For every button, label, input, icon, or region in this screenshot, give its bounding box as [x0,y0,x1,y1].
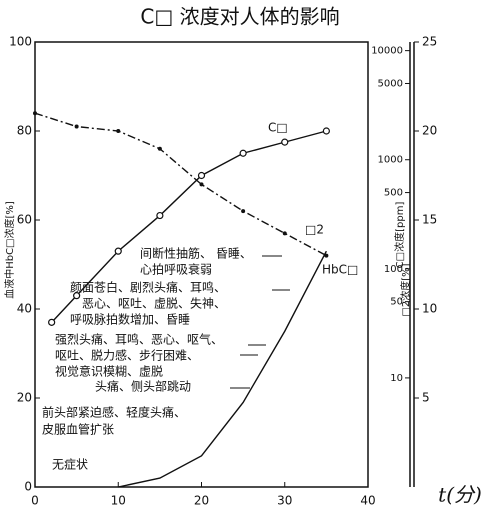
point [73,292,81,300]
point [322,127,330,135]
point [33,111,37,116]
annotation: 皮服血管扩张 [42,422,114,437]
y-tick-label: 0 [24,480,32,494]
series-line [118,250,327,488]
y2-tick-label: 5 [422,391,430,405]
y3-tick-label: 5000 [378,78,403,89]
y-axis-label: 血液中HbC□浓度[%] [3,201,16,299]
annotation: 强烈头痛、耳鸣、恶心、呕气、 [55,332,223,347]
annotation: 前头部紧迫感、轻度头痛、 [42,405,186,420]
series-label: C□ [268,121,288,135]
y-tick-label: 40 [17,302,32,316]
point [282,231,287,236]
point [199,182,204,187]
x-tick-label: 30 [277,494,292,508]
series-label: HbC□ [322,263,358,277]
y-tick-label: 20 [17,391,32,405]
y3-tick-label: 10 [390,373,403,384]
point [239,149,247,157]
annotation: 视觉意识模糊、虚脱 [55,364,163,379]
y2-tick-label: 25 [422,35,437,49]
series-line [34,112,327,257]
point [241,209,246,214]
annotation: 心拍呼吸衰弱 [140,262,212,277]
y-tick-label: 100 [9,35,32,49]
y2-tick-label: 20 [422,124,437,138]
annotation: 头痛、侧头部跳动 [95,379,191,394]
y3-axis-label: C□浓度[ppm] [393,202,406,269]
y2-tick-label: 15 [422,213,437,227]
annotation: 无症状 [52,457,88,472]
y2-axis-label: □2浓度[%] [399,263,412,316]
point [74,124,79,129]
series-line [51,130,327,323]
annotation: 颜面苍白、剧烈头痛、耳鸣、 [70,280,226,295]
y2-tick-label: 10 [422,302,437,316]
y3-tick-label: 10000 [371,46,403,57]
point [281,138,289,146]
annotation: 间断性抽筋、 昏睡、 [140,246,252,261]
point [156,211,164,220]
point [157,146,162,151]
point [197,171,206,180]
y3-tick-label: 50 [390,297,403,308]
x-tick-label: 10 [111,494,126,508]
y3-tick-label: 100 [384,264,403,275]
chart-title: C□ 浓度对人体的影响 [140,5,339,29]
annotation: 恶心、呕吐、虚脱、失神、 [82,296,226,311]
y3-tick-label: 500 [384,188,403,199]
y3-tick-label: 1000 [378,155,403,166]
point [48,318,56,326]
annotation: 呼吸脉拍数增加、昏睡 [70,312,190,327]
point [324,253,329,258]
arrows [230,255,290,389]
point [116,129,121,133]
annotation: 呕吐、脱力感、步行困难、 [55,348,199,363]
x-tick-label: 20 [194,494,209,508]
x-tick-label: 0 [31,494,39,508]
point [114,247,122,255]
series-label: □2 [305,223,324,237]
x-tick-label: 40 [360,494,375,508]
y-tick-label: 80 [17,124,32,138]
x-axis-label: t(分) [438,483,482,507]
y-tick-label: 60 [17,213,32,227]
